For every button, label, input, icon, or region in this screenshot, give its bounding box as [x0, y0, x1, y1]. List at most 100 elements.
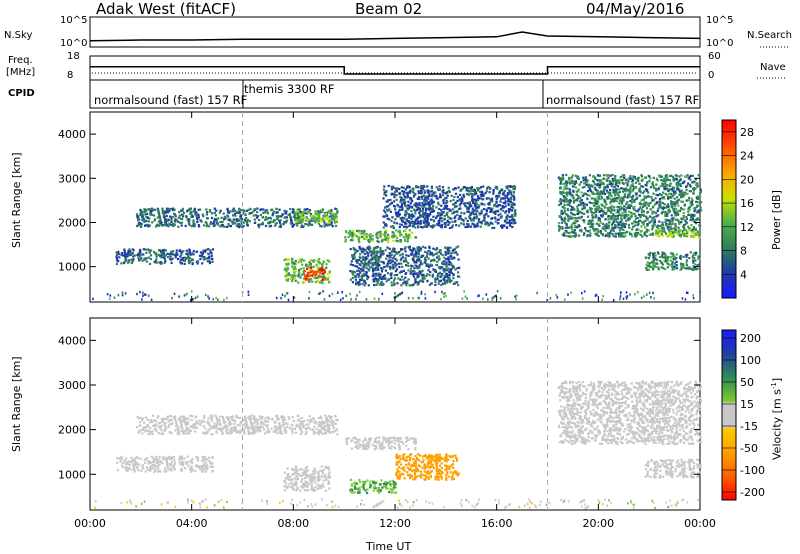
power-pixel [302, 210, 305, 214]
power-pixel [685, 217, 688, 221]
power-pixel [197, 213, 200, 216]
power-pixel [394, 190, 397, 194]
power-pixel [181, 209, 184, 212]
power-pixel [403, 221, 407, 224]
power-pixel [372, 267, 375, 270]
power-pixel [607, 209, 610, 212]
power-ground-pixel [652, 291, 654, 295]
power-pixel [438, 221, 441, 225]
power-ground-pixel [418, 296, 420, 300]
power-pixel [654, 233, 657, 236]
power-pixel [322, 267, 325, 270]
power-pixel [669, 231, 672, 234]
power-pixel [192, 250, 195, 253]
power-pixel [133, 254, 136, 257]
power-pixel [650, 195, 653, 199]
power-pixel [418, 204, 421, 207]
power-pixel [463, 186, 466, 189]
power-pixel [395, 259, 398, 262]
power-ground-pixel [378, 298, 380, 301]
power-pixel [377, 234, 380, 237]
power-pixel [412, 188, 415, 191]
power-pixel [436, 197, 439, 200]
power-pixel [217, 217, 220, 220]
power-pixel [443, 207, 446, 210]
power-ground-pixel [285, 292, 288, 295]
power-pixel [512, 195, 516, 198]
power-pixel [253, 221, 256, 224]
power-ground-pixel [692, 294, 694, 297]
power-pixel [640, 191, 643, 194]
noise-series [89, 31, 701, 42]
power-pixel [673, 256, 676, 259]
power-pixel [568, 215, 571, 218]
power-pixel [479, 186, 483, 189]
power-pixel [389, 262, 392, 265]
power-pixel [408, 222, 412, 225]
power-pixel [612, 227, 615, 230]
power-pixel [597, 216, 600, 220]
power-pixel [651, 206, 654, 209]
power-pixel [475, 200, 478, 203]
power-pixel [587, 215, 590, 218]
power-pixel [319, 262, 322, 265]
power-pixel [571, 213, 574, 216]
power-pixel [460, 196, 463, 199]
power-pixel [139, 210, 142, 213]
power-pixel [655, 189, 658, 192]
power-pixel [446, 246, 450, 249]
power-pixel [300, 224, 303, 227]
power-pixel [130, 258, 133, 261]
power-pixel [574, 232, 577, 235]
velocity-pixel [133, 470, 136, 473]
power-pixel [416, 246, 419, 249]
power-pixel [417, 196, 421, 199]
power-pixel [392, 225, 395, 228]
power-pixel [434, 270, 438, 273]
power-pixel [660, 179, 663, 182]
power-pixel [402, 186, 405, 189]
power-pixel [514, 211, 517, 214]
power-pixel [375, 265, 378, 268]
power-pixel [649, 186, 652, 189]
power-pixel [305, 263, 308, 266]
power-pixel [407, 200, 410, 203]
power-pixel [386, 262, 389, 266]
velocity-pixel [125, 469, 128, 472]
power-pixel [415, 265, 418, 268]
power-pixel [607, 176, 610, 180]
power-pixel [199, 208, 202, 211]
power-ground-pixel [318, 292, 320, 295]
power-pixel [419, 249, 422, 252]
power-pixel [621, 211, 624, 214]
power-pixel [595, 207, 598, 210]
velocity-pixel [194, 469, 197, 473]
power-ground-pixel [124, 292, 127, 295]
power-pixel [451, 224, 454, 227]
power-pixel [493, 210, 496, 213]
power-pixel [672, 235, 675, 238]
freq-series [90, 66, 700, 75]
power-pixel [412, 272, 415, 275]
power-pixel [389, 210, 392, 213]
power-pixel [501, 209, 505, 212]
power-pixel [647, 195, 651, 198]
velocity-pixel [140, 469, 143, 472]
power-ground-pixel [424, 297, 427, 300]
power-pixel [294, 211, 297, 215]
power-pixel [634, 177, 637, 180]
power-pixel [167, 218, 170, 221]
power-pixel [369, 235, 372, 238]
power-ground-pixel [412, 297, 414, 300]
power-pixel [617, 217, 620, 220]
power-pixel [285, 269, 288, 272]
power-pixel [466, 202, 469, 205]
power-pixel [652, 260, 655, 264]
power-pixel [344, 236, 347, 239]
power-pixel [382, 226, 385, 229]
power-pixel [248, 212, 251, 215]
power-pixel [574, 234, 577, 237]
power-pixel [423, 185, 426, 188]
power-pixel [679, 185, 682, 188]
power-pixel [432, 209, 435, 212]
